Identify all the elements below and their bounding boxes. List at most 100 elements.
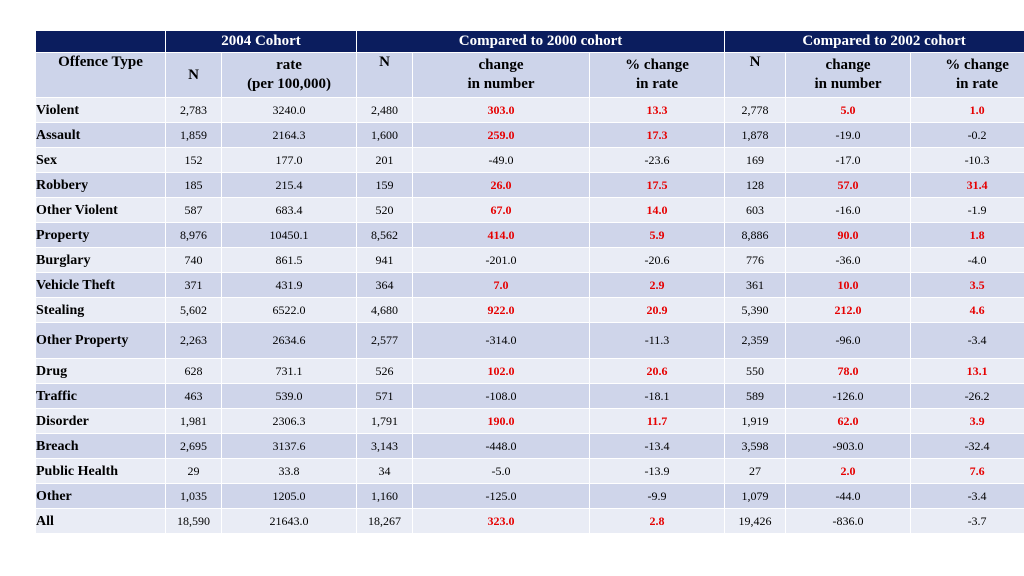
pct-change-2000-cell: 13.3 — [590, 98, 726, 123]
n-2002-cell: 776 — [725, 248, 787, 273]
table-row: Vehicle Theft 371 431.9 364 7.0 2.9 361 10.0 3.5 — [36, 273, 1024, 298]
pct-change-2002-cell: -3.7 — [911, 509, 1024, 534]
rate-header-line1: rate — [276, 57, 302, 73]
n-2000-cell: 571 — [357, 384, 414, 409]
n-2002-cell: 8,886 — [725, 223, 787, 248]
rate-cell: 861.5 — [222, 248, 358, 273]
offence-type-cell: Disorder — [36, 409, 166, 434]
n-2004-cell: 29 — [166, 459, 222, 484]
change-2000-cell: -314.0 — [413, 323, 591, 359]
pct-change-2002-cell: 1.8 — [911, 223, 1024, 248]
column-header-offence-type: Offence Type — [36, 53, 166, 98]
offence-type-cell: Drug — [36, 359, 166, 384]
table-body: Violent 2,783 3240.0 2,480 303.0 13.3 2,778 5.0… — [36, 98, 1024, 534]
n-2002-cell: 603 — [725, 198, 787, 223]
n-2004-cell: 1,981 — [166, 409, 222, 434]
table-row: Violent 2,783 3240.0 2,480 303.0 13.3 2,778 5.0… — [36, 98, 1024, 123]
pct-change-2000-cell: -23.6 — [590, 148, 726, 173]
n-2002-cell: 1,079 — [725, 484, 787, 509]
group-header-compared-2002: Compared to 2002 cohort — [725, 31, 1024, 53]
change-header-line2: in number — [467, 76, 535, 92]
rate-cell: 3137.6 — [222, 434, 358, 459]
table-row: Burglary 740 861.5 941 -201.0 -20.6 776 -36.0 -4… — [36, 248, 1024, 273]
rate-cell: 431.9 — [222, 273, 358, 298]
rate-cell: 21643.0 — [222, 509, 358, 534]
offence-type-cell: Stealing — [36, 298, 166, 323]
change-2002-cell: -19.0 — [786, 123, 912, 148]
change-2002-cell: 2.0 — [786, 459, 912, 484]
offence-type-cell: Robbery — [36, 173, 166, 198]
pct-change-2002-cell: -10.3 — [911, 148, 1024, 173]
pct-change-2000-cell: 5.9 — [590, 223, 726, 248]
pct-change-2000-cell: -13.9 — [590, 459, 726, 484]
column-header-rate: rate (per 100,000) — [222, 53, 358, 98]
n-2004-cell: 8,976 — [166, 223, 222, 248]
pct-change-2000-cell: 17.5 — [590, 173, 726, 198]
change-2000-cell: 7.0 — [413, 273, 591, 298]
change-2000-cell: 190.0 — [413, 409, 591, 434]
n-2000-cell: 1,791 — [357, 409, 414, 434]
group-header-compared-2000: Compared to 2000 cohort — [357, 31, 726, 53]
pct-change-2000-cell: -13.4 — [590, 434, 726, 459]
n-2004-cell: 740 — [166, 248, 222, 273]
n-2004-cell: 5,602 — [166, 298, 222, 323]
change-2000-cell: -5.0 — [413, 459, 591, 484]
offence-type-cell: Assault — [36, 123, 166, 148]
pct-change-2000-cell: -18.1 — [590, 384, 726, 409]
offence-type-cell: Other Violent — [36, 198, 166, 223]
pct-change-2002-cell: -4.0 — [911, 248, 1024, 273]
n-2004-cell: 587 — [166, 198, 222, 223]
change-2000-cell: -108.0 — [413, 384, 591, 409]
table-row: All 18,590 21643.0 18,267 323.0 2.8 19,426 -836… — [36, 509, 1024, 534]
change-2000-cell: 102.0 — [413, 359, 591, 384]
rate-cell: 2164.3 — [222, 123, 358, 148]
pct-change-2000-cell: 2.8 — [590, 509, 726, 534]
pct-change-2002-cell: -26.2 — [911, 384, 1024, 409]
change-2002-cell: -836.0 — [786, 509, 912, 534]
change-2000-cell: -201.0 — [413, 248, 591, 273]
rate-cell: 3240.0 — [222, 98, 358, 123]
rate-cell: 539.0 — [222, 384, 358, 409]
n-2000-cell: 2,480 — [357, 98, 414, 123]
change-2002-cell: -17.0 — [786, 148, 912, 173]
n-2002-cell: 5,390 — [725, 298, 787, 323]
change-2002-cell: 62.0 — [786, 409, 912, 434]
n-2002-cell: 128 — [725, 173, 787, 198]
pct-change-2000-cell: 2.9 — [590, 273, 726, 298]
n-2002-cell: 3,598 — [725, 434, 787, 459]
change-2000-cell: 259.0 — [413, 123, 591, 148]
offence-type-cell: All — [36, 509, 166, 534]
offence-type-cell: Vehicle Theft — [36, 273, 166, 298]
n-2004-cell: 185 — [166, 173, 222, 198]
offence-type-cell: Traffic — [36, 384, 166, 409]
pct-change-2002-cell: 13.1 — [911, 359, 1024, 384]
rate-cell: 215.4 — [222, 173, 358, 198]
column-header-n-2000: N — [357, 53, 414, 98]
pct-change-2000-cell: 17.3 — [590, 123, 726, 148]
change-2002-cell: -16.0 — [786, 198, 912, 223]
n-2004-cell: 2,783 — [166, 98, 222, 123]
change-2000-cell: 303.0 — [413, 98, 591, 123]
rate-cell: 2306.3 — [222, 409, 358, 434]
change-2000-cell: -125.0 — [413, 484, 591, 509]
offence-type-cell: Property — [36, 223, 166, 248]
pct-change-2000-cell: 11.7 — [590, 409, 726, 434]
table-row: Drug 628 731.1 526 102.0 20.6 550 78.0 13.1 — [36, 359, 1024, 384]
change-2002-cell: -44.0 — [786, 484, 912, 509]
rate-cell: 683.4 — [222, 198, 358, 223]
table-row: Stealing 5,602 6522.0 4,680 922.0 20.9 5,390 21… — [36, 298, 1024, 323]
n-2000-cell: 1,600 — [357, 123, 414, 148]
column-header-change-2002: change in number — [786, 53, 912, 98]
table-row: Public Health 29 33.8 34 -5.0 -13.9 27 2.0 7.6 — [36, 459, 1024, 484]
rate-cell: 6522.0 — [222, 298, 358, 323]
group-header-2004-cohort: 2004 Cohort — [166, 31, 358, 53]
table-row: Disorder 1,981 2306.3 1,791 190.0 11.7 1,919 62… — [36, 409, 1024, 434]
change-2000-cell: 323.0 — [413, 509, 591, 534]
n-2004-cell: 2,263 — [166, 323, 222, 359]
n-2004-cell: 628 — [166, 359, 222, 384]
pct-header-line1: % change — [625, 57, 689, 73]
pct-change-2000-cell: -11.3 — [590, 323, 726, 359]
change-2002-cell: 78.0 — [786, 359, 912, 384]
pct-header-line1: % change — [945, 57, 1009, 73]
n-2004-cell: 152 — [166, 148, 222, 173]
